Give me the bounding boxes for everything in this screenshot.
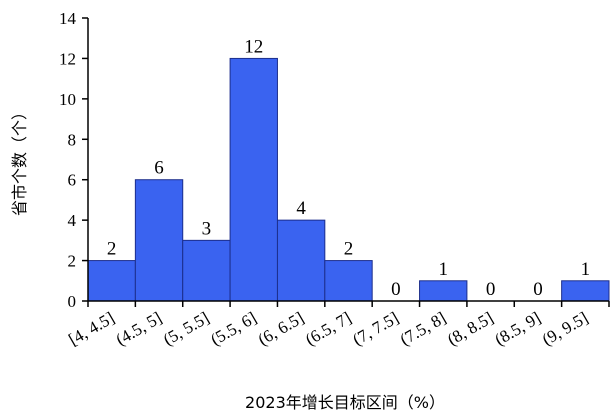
y-tick-label-7: 14 [59, 9, 77, 28]
y-tick-label-1: 2 [68, 252, 77, 271]
y-tick-label-6: 12 [59, 49, 76, 68]
bar-10 [561, 280, 610, 302]
data-label-10: 1 [581, 259, 591, 280]
bar-5 [324, 260, 373, 302]
y-tick-label-2: 4 [68, 211, 77, 230]
y-axis-ticks: 0 2 4 6 8 10 12 14 [59, 9, 88, 311]
x-tick-label-6: (7, 7.5] [349, 308, 401, 349]
bar-0 [87, 260, 136, 302]
x-tick-label-9: (8.5, 9] [492, 308, 544, 349]
bar-4 [276, 219, 326, 302]
data-label-8: 0 [486, 279, 496, 300]
x-tick-label-5: (6.5, 7] [302, 308, 354, 349]
bar-1 [134, 179, 184, 302]
x-tick-label-1: (4.5, 5] [113, 308, 165, 349]
data-label-9: 0 [533, 279, 543, 300]
data-label-7: 1 [438, 259, 448, 280]
x-axis-title: 2023年增长目标区间（%） [245, 393, 445, 412]
x-tick-label-10: (9, 9.5] [539, 308, 591, 349]
x-tick-label-0: [4, 4.5] [65, 308, 117, 349]
data-labels-group: 2 6 3 12 4 2 0 1 0 0 1 [107, 36, 590, 300]
data-label-1: 6 [154, 158, 164, 179]
x-tick-label-4: (6, 6.5] [255, 308, 307, 349]
bar-2 [182, 239, 231, 302]
data-label-3: 12 [244, 36, 263, 57]
bar-7 [419, 280, 468, 302]
x-axis-ticks: [4, 4.5](4.5, 5](5, 5.5](5.5, 6](6, 6.5]… [65, 301, 610, 349]
data-label-6: 0 [391, 279, 401, 300]
x-tick-label-3: (5.5, 6] [207, 308, 259, 349]
y-tick-label-4: 8 [68, 130, 77, 149]
bar-3 [229, 57, 278, 302]
x-tick-label-7: (7.5, 8] [397, 308, 449, 349]
data-label-0: 2 [107, 239, 117, 260]
data-label-5: 2 [344, 239, 354, 260]
y-axis-title: 省市个数（个） [10, 104, 29, 216]
x-tick-label-8: (8, 8.5] [444, 308, 496, 349]
x-tick-label-2: (5, 5.5] [160, 308, 212, 349]
bars-group [87, 57, 610, 302]
y-tick-label-5: 10 [59, 90, 76, 109]
y-tick-label-3: 6 [68, 171, 77, 190]
data-label-2: 3 [202, 218, 212, 239]
y-tick-label-0: 0 [68, 292, 77, 311]
data-label-4: 4 [296, 198, 306, 219]
